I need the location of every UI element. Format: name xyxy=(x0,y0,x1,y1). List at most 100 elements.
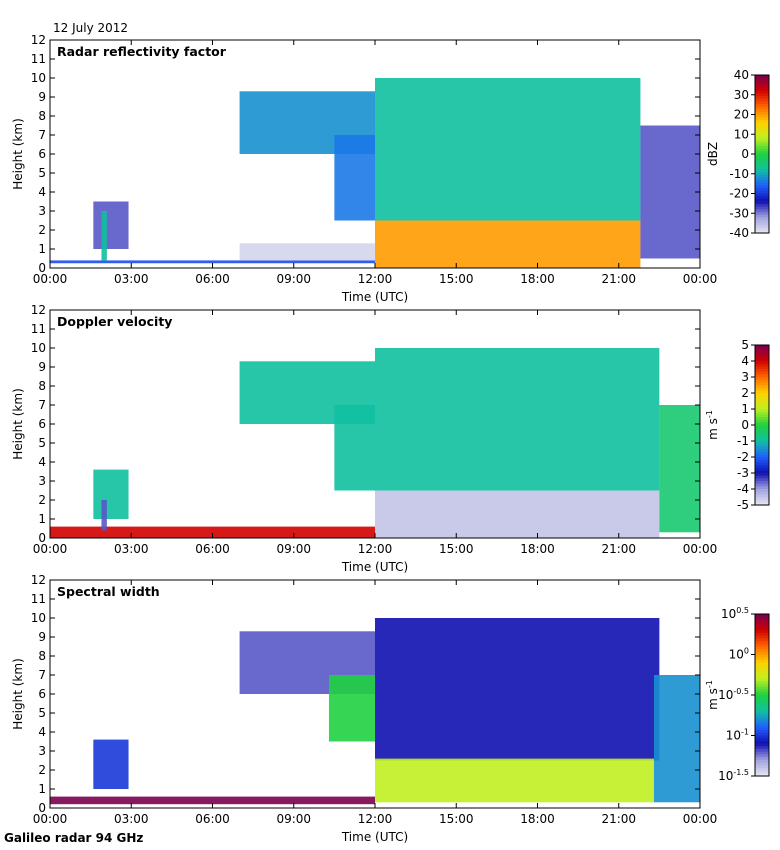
colorbar-swatch xyxy=(755,117,769,121)
colorbar-swatch xyxy=(755,196,769,200)
colorbar-swatch xyxy=(755,190,769,195)
region-turbulent-layer xyxy=(328,675,375,742)
colorbar-swatch xyxy=(755,457,769,461)
y-tick-label: 5 xyxy=(38,166,46,180)
y-tick-label: 2 xyxy=(38,223,46,237)
colorbar-swatch xyxy=(755,746,769,750)
colorbar-tick-label: 0 xyxy=(741,147,749,161)
colorbar-swatch xyxy=(755,382,769,386)
x-tick-label: 12:00 xyxy=(358,812,393,826)
colorbar-swatch xyxy=(755,214,769,218)
colorbar-swatch xyxy=(755,494,769,498)
colorbar-tick-label: 10-0.5 xyxy=(718,687,749,702)
colorbar-tick-label: -5 xyxy=(737,498,749,512)
colorbar-units-label: dBZ xyxy=(706,142,720,166)
colorbar-swatch xyxy=(755,182,769,187)
colorbar-swatch xyxy=(755,146,769,150)
colorbar-swatch xyxy=(755,486,769,490)
colorbar-swatch xyxy=(755,353,769,357)
y-tick-label: 12 xyxy=(31,303,46,317)
colorbar-swatch xyxy=(755,749,769,753)
colorbar-swatch xyxy=(755,632,769,637)
colorbar-swatch xyxy=(755,219,769,224)
y-tick-label: 12 xyxy=(31,573,46,587)
colorbar-swatch xyxy=(755,422,769,426)
colorbar-swatch xyxy=(755,125,769,129)
x-tick-label: 12:00 xyxy=(358,272,393,286)
colorbar-swatch xyxy=(755,177,769,181)
colorbar-units-label: m s-1 xyxy=(705,680,720,710)
x-tick-label: 06:00 xyxy=(195,542,230,556)
region-late-cloud xyxy=(640,125,700,259)
colorbar-swatch xyxy=(755,414,769,418)
panel-title: Radar reflectivity factor xyxy=(57,44,227,59)
colorbar-swatch xyxy=(755,465,769,469)
y-tick-label: 5 xyxy=(38,706,46,720)
y-axis-label: Height (km) xyxy=(11,658,25,729)
colorbar-swatch xyxy=(755,668,769,672)
y-tick-label: 8 xyxy=(38,649,46,663)
colorbar-swatch xyxy=(755,369,769,373)
x-tick-label: 00:00 xyxy=(683,812,718,826)
colorbar-swatch xyxy=(755,209,769,213)
panel-title: Doppler velocity xyxy=(57,314,172,329)
colorbar-swatch xyxy=(755,154,769,158)
colorbar-swatch xyxy=(755,678,769,683)
colorbar-swatch xyxy=(755,649,769,653)
y-tick-label: 3 xyxy=(38,204,46,218)
colorbar-swatch xyxy=(755,684,769,688)
x-tick-label: 18:00 xyxy=(520,542,555,556)
y-tick-label: 4 xyxy=(38,185,46,199)
colorbar-swatch xyxy=(755,122,769,126)
colorbar-swatch xyxy=(755,665,769,669)
colorbar-swatch xyxy=(755,98,769,102)
colorbar-swatch xyxy=(755,358,769,362)
colorbar-swatch xyxy=(755,470,769,474)
colorbar-swatch xyxy=(755,499,769,503)
colorbar-swatch xyxy=(755,692,769,696)
y-tick-label: 10 xyxy=(31,611,46,625)
colorbar-swatch xyxy=(755,211,769,216)
colorbar-units-label: m s-1 xyxy=(705,410,720,440)
x-tick-label: 21:00 xyxy=(601,542,636,556)
colorbar-swatch xyxy=(755,762,769,766)
y-tick-label: 7 xyxy=(38,398,46,412)
y-tick-label: 8 xyxy=(38,379,46,393)
colorbar-swatch xyxy=(755,227,769,231)
colorbar-swatch xyxy=(755,374,769,378)
colorbar-swatch xyxy=(755,409,769,413)
colorbar-swatch xyxy=(755,646,769,650)
colorbar-swatch xyxy=(755,478,769,482)
y-tick-label: 10 xyxy=(31,341,46,355)
region-early-plume xyxy=(93,739,129,789)
colorbar-swatch xyxy=(755,654,769,658)
date-label: 12 July 2012 xyxy=(53,21,129,35)
colorbar-swatch xyxy=(755,366,769,370)
colorbar-swatch xyxy=(755,387,769,391)
colorbar-swatch xyxy=(755,641,769,645)
y-tick-label: 12 xyxy=(31,33,46,47)
colorbar-swatch xyxy=(755,385,769,389)
colorbar-tick-label: -4 xyxy=(737,482,749,496)
region-descending-cloud xyxy=(334,135,375,221)
colorbar-swatch xyxy=(755,222,769,226)
colorbar-swatch xyxy=(755,483,769,487)
x-tick-label: 00:00 xyxy=(683,272,718,286)
colorbar-tick-label: 4 xyxy=(741,354,749,368)
colorbar-swatch xyxy=(755,77,769,81)
colorbar-swatch xyxy=(755,713,769,718)
colorbar-swatch xyxy=(755,185,769,189)
colorbar-swatch xyxy=(755,390,769,394)
colorbar-swatch xyxy=(755,401,769,405)
colorbar-swatch xyxy=(755,85,769,89)
region-deep-precipitation xyxy=(375,78,641,221)
colorbar-swatch xyxy=(755,225,769,229)
colorbar-swatch xyxy=(755,451,769,455)
y-tick-label: 1 xyxy=(38,242,46,256)
colorbar-swatch xyxy=(755,406,769,410)
x-tick-label: 15:00 xyxy=(439,812,474,826)
colorbar-swatch xyxy=(755,204,769,208)
y-tick-label: 11 xyxy=(31,592,46,606)
x-tick-label: 09:00 xyxy=(276,812,311,826)
